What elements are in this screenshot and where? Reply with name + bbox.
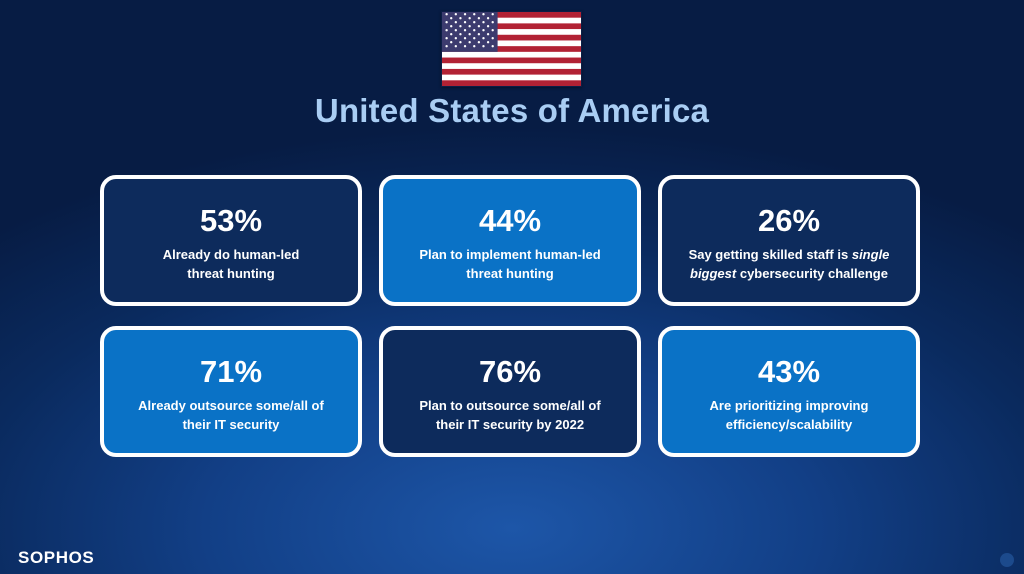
stat-value: 26% [757, 203, 821, 238]
stat-value: 44% [478, 203, 542, 238]
stat-description: Plan to outsource some/all of their IT s… [419, 398, 601, 432]
stat-description: Already do human-led threat hunting [162, 247, 300, 281]
stat-value: 53% [199, 203, 263, 238]
stat-card-human-led-hunting: 53% Already do human-led threat hunting [100, 175, 362, 306]
stat-description: Plan to implement human-led threat hunti… [419, 247, 601, 281]
corner-decoration [1000, 553, 1014, 567]
stat-description: Are prioritizing improving efficiency/sc… [709, 398, 869, 432]
stat-value: 76% [478, 354, 542, 389]
us-flag-icon [441, 11, 582, 87]
stat-card-plan-human-led-hunting: 44% Plan to implement human-led threat h… [379, 175, 641, 306]
stat-description: Say getting skilled staff is single bigg… [688, 247, 890, 281]
stat-card-plan-outsource-2022: 76% Plan to outsource some/all of their … [379, 326, 641, 457]
stat-card-skilled-staff: 26% Say getting skilled staff is single … [658, 175, 920, 306]
stat-value: 71% [199, 354, 263, 389]
stat-card-outsource-it-security: 71% Already outsource some/all of their … [100, 326, 362, 457]
sophos-logo: SOPHOS [18, 548, 95, 567]
stat-card-efficiency-scalability: 43% Are prioritizing improving efficienc… [658, 326, 920, 457]
stat-value: 43% [757, 354, 821, 389]
stat-description: Already outsource some/all of their IT s… [138, 398, 324, 432]
page-title: United States of America [314, 92, 710, 129]
